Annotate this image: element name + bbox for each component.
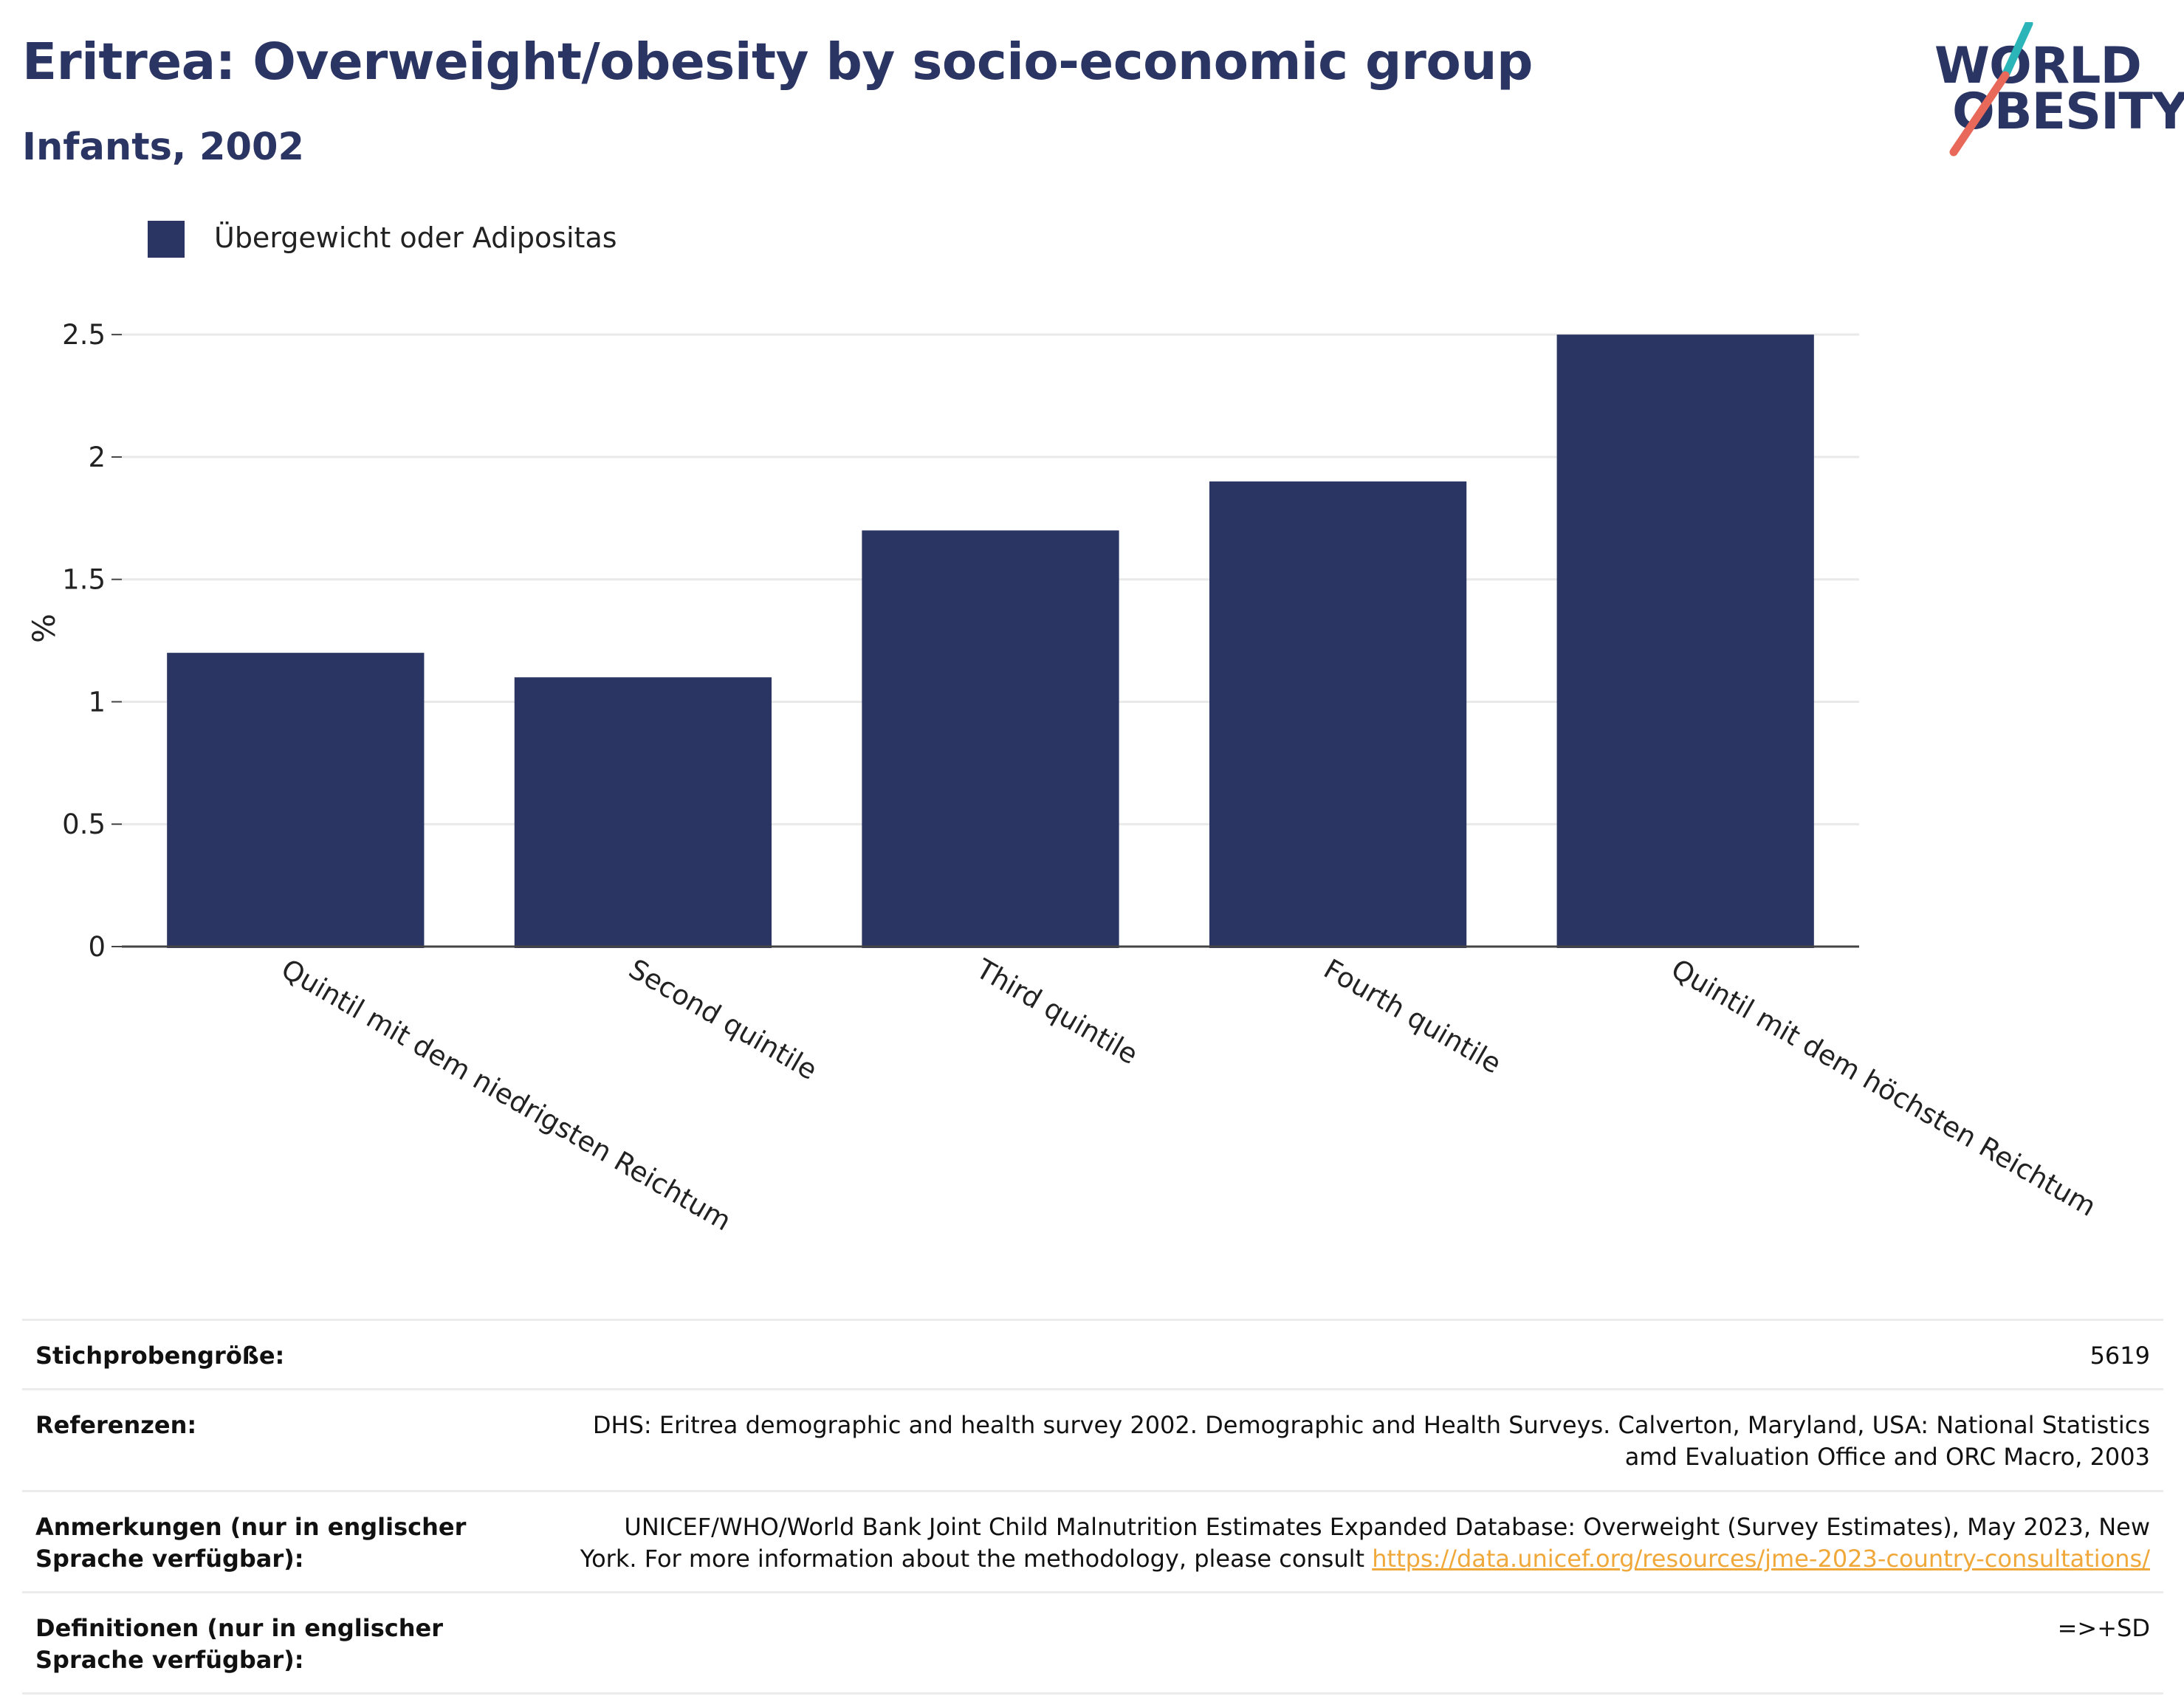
y-axis-title: %: [26, 614, 62, 643]
x-tick-label: Quintil mit dem höchsten Reichtum: [1666, 953, 2101, 1223]
info-row-notes: Anmerkungen (nur in englischer Sprache v…: [22, 1489, 2163, 1593]
y-tick-label: 1.5: [62, 564, 106, 596]
sample-size-label: Stichprobengröße:: [22, 1318, 558, 1390]
notes-link[interactable]: https://data.unicef.org/resources/jme-20…: [1372, 1544, 2150, 1573]
references-value: DHS: Eritrea demographic and health surv…: [558, 1388, 2163, 1491]
x-axis-ticks: Quintil mit dem niedrigsten ReichtumSeco…: [276, 952, 2101, 1237]
logo-slash-icon: [1949, 22, 2033, 157]
logo-text-world: WORLD: [1934, 37, 2142, 95]
y-tick-label: 0: [88, 931, 106, 963]
notes-value: UNICEF/WHO/World Bank Joint Child Malnut…: [558, 1489, 2163, 1593]
chart-title: Eritrea: Overweight/obesity by socio-eco…: [22, 32, 1533, 92]
y-tick-label: 2.5: [62, 319, 106, 351]
y-tick-label: 2: [88, 442, 106, 473]
sample-size-value: 5619: [558, 1318, 2163, 1390]
info-row-definitions: Definitionen (nur in englischer Sprache …: [22, 1590, 2163, 1695]
x-tick-label: Fourth quintile: [1319, 953, 1507, 1080]
notes-label: Anmerkungen (nur in englischer Sprache v…: [22, 1489, 558, 1593]
legend-swatch: [148, 221, 185, 258]
definitions-value: =>+SD: [558, 1590, 2163, 1695]
y-tick-label: 0.5: [62, 808, 106, 840]
y-tick-label: 1: [88, 686, 106, 718]
x-tick-label: Third quintile: [970, 952, 1143, 1071]
notes-text: UNICEF/WHO/World Bank Joint Child Malnut…: [580, 1512, 2150, 1573]
y-axis-ticks: 0 0.5 1 1.5 2 2.5: [62, 319, 122, 963]
bar[interactable]: [1209, 481, 1467, 948]
references-label: Referenzen:: [22, 1388, 558, 1491]
x-tick-label: Second quintile: [623, 953, 823, 1086]
definitions-label: Definitionen (nur in englischer Sprache …: [22, 1590, 558, 1695]
bar[interactable]: [862, 530, 1119, 948]
info-table: Stichprobengröße: 5619 Referenzen: DHS: …: [22, 1318, 2163, 1695]
chart-subtitle: Infants, 2002: [22, 126, 305, 169]
info-row-references: Referenzen: DHS: Eritrea demographic and…: [22, 1388, 2163, 1491]
bar[interactable]: [514, 677, 772, 948]
info-row-sample-size: Stichprobengröße: 5619: [22, 1318, 2163, 1390]
legend-label: Übergewicht oder Adipositas: [214, 222, 617, 254]
bar-chart: 0 0.5 1 1.5 2 2.5 Quintil mit dem niedrigsten…: [26, 319, 2101, 1237]
world-obesity-logo: WORLD OBESITY: [1920, 22, 2184, 162]
bar[interactable]: [167, 653, 425, 948]
bars: [167, 334, 1814, 949]
bar[interactable]: [1556, 334, 1814, 949]
